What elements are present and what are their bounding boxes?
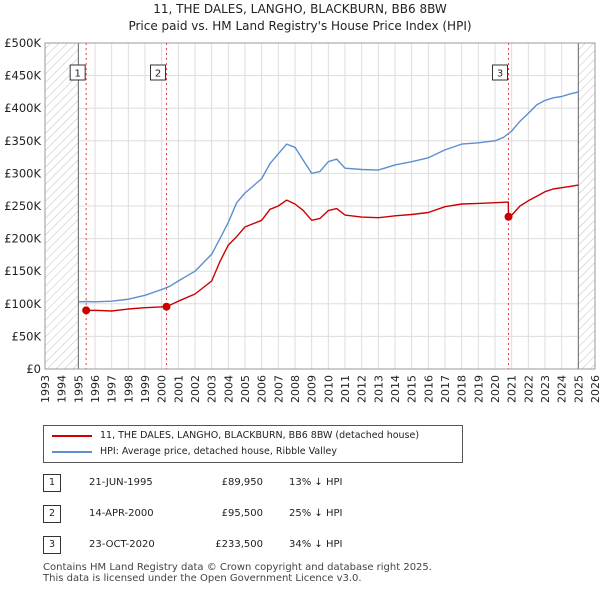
y-tick-label: £100K bbox=[4, 297, 41, 311]
transaction-marker-label: 1 bbox=[74, 69, 80, 80]
x-tick-label: 2007 bbox=[272, 375, 285, 403]
x-tick-label: 1996 bbox=[89, 375, 102, 403]
x-tick-label: 2014 bbox=[389, 375, 402, 403]
plot-frame bbox=[44, 42, 596, 370]
chart-subtitle: Price paid vs. HM Land Registry's House … bbox=[128, 19, 472, 33]
footer-license: This data is licensed under the Open Gov… bbox=[43, 573, 362, 584]
y-tick-label: £450K bbox=[4, 69, 41, 83]
x-tick-label: 2019 bbox=[472, 375, 485, 403]
x-tick-label: 1993 bbox=[39, 375, 52, 403]
transaction-marker-label: 2 bbox=[155, 69, 161, 80]
transaction-point bbox=[82, 306, 91, 315]
x-tick-label: 1995 bbox=[72, 375, 85, 403]
x-tick-label: 2008 bbox=[289, 375, 302, 403]
x-tick-label: 2020 bbox=[489, 375, 502, 403]
x-tick-label: 2010 bbox=[322, 375, 335, 403]
y-tick-label: £300K bbox=[4, 166, 41, 180]
footer-copyright: Contains HM Land Registry data © Crown c… bbox=[43, 562, 432, 573]
legend-swatch-blue bbox=[52, 450, 92, 453]
transaction-hpi-diff: 34% ↓ HPI bbox=[289, 539, 343, 550]
x-tick-label: 2013 bbox=[372, 375, 385, 403]
transaction-marker-label: 3 bbox=[497, 69, 503, 80]
hpi-series-line bbox=[78, 91, 579, 303]
legend-item-hpi: HPI: Average price, detached house, Ribb… bbox=[52, 445, 337, 459]
transaction-date: 23-OCT-2020 bbox=[89, 539, 155, 550]
chart-title: 11, THE DALES, LANGHO, BLACKBURN, BB6 8B… bbox=[153, 2, 447, 16]
x-tick-label: 2002 bbox=[189, 375, 202, 403]
x-tick-label: 1998 bbox=[122, 375, 135, 403]
x-tick-label: 2016 bbox=[422, 375, 435, 403]
transaction-hpi-diff: 25% ↓ HPI bbox=[289, 508, 343, 519]
y-tick-label: £400K bbox=[4, 101, 41, 115]
x-tick-label: 2004 bbox=[222, 375, 235, 403]
transaction-price: £95,500 bbox=[221, 508, 263, 519]
x-tick-label: 2017 bbox=[439, 375, 452, 403]
transaction-marker-box bbox=[492, 64, 508, 81]
transaction-number: 2 bbox=[43, 505, 61, 523]
x-tick-label: 2025 bbox=[572, 375, 585, 403]
x-tick-label: 2005 bbox=[239, 375, 252, 403]
x-tick-label: 2009 bbox=[306, 375, 319, 403]
x-tick-label: 2024 bbox=[556, 375, 569, 403]
y-tick-label: £350K bbox=[4, 134, 41, 148]
x-tick-label: 1997 bbox=[106, 375, 119, 403]
y-tick-label: £0 bbox=[26, 362, 41, 376]
x-tick-label: 2023 bbox=[539, 375, 552, 403]
x-tick-label: 1994 bbox=[56, 375, 69, 403]
y-tick-label: £500K bbox=[4, 36, 41, 50]
transaction-number: 3 bbox=[43, 536, 61, 554]
x-tick-label: 2018 bbox=[456, 375, 469, 403]
legend-label-price-paid: 11, THE DALES, LANGHO, BLACKBURN, BB6 8B… bbox=[100, 430, 420, 441]
x-tick-label: 2026 bbox=[589, 375, 600, 403]
transaction-price: £89,950 bbox=[221, 477, 263, 488]
y-tick-label: £150K bbox=[4, 264, 41, 278]
x-tick-label: 2000 bbox=[156, 375, 169, 403]
x-tick-label: 2015 bbox=[406, 375, 419, 403]
x-tick-label: 2001 bbox=[172, 375, 185, 403]
transaction-marker-box bbox=[69, 64, 86, 81]
price-paid-series-line bbox=[86, 184, 579, 312]
transaction-point bbox=[504, 212, 513, 221]
transaction-price: £233,500 bbox=[215, 539, 263, 550]
transaction-marker-box bbox=[150, 64, 166, 81]
legend-swatch-red bbox=[52, 434, 92, 437]
x-tick-label: 1999 bbox=[139, 375, 152, 403]
x-tick-label: 2006 bbox=[256, 375, 269, 403]
transaction-date: 21-JUN-1995 bbox=[89, 477, 153, 488]
x-tick-label: 2022 bbox=[522, 375, 535, 403]
transaction-number: 1 bbox=[43, 474, 61, 492]
price-chart: 1 2 3 £0 £50K £100K £150K £200K £250K £300K £350K… bbox=[4, 36, 600, 403]
hatched-region bbox=[45, 43, 79, 369]
y-tick-label: £50K bbox=[12, 329, 42, 343]
y-tick-label: £250K bbox=[4, 199, 41, 213]
x-tick-label: 2012 bbox=[356, 375, 369, 403]
x-tick-label: 2003 bbox=[206, 375, 219, 403]
transaction-point bbox=[162, 302, 171, 311]
legend: 11, THE DALES, LANGHO, BLACKBURN, BB6 8B… bbox=[43, 425, 463, 463]
legend-item-price-paid: 11, THE DALES, LANGHO, BLACKBURN, BB6 8B… bbox=[52, 429, 419, 443]
transaction-date: 14-APR-2000 bbox=[89, 508, 154, 519]
x-tick-label: 2021 bbox=[506, 375, 519, 403]
x-tick-label: 2011 bbox=[339, 375, 352, 403]
y-tick-label: £200K bbox=[4, 232, 41, 246]
transaction-hpi-diff: 13% ↓ HPI bbox=[289, 477, 343, 488]
hatched-region bbox=[578, 43, 595, 369]
legend-label-hpi: HPI: Average price, detached house, Ribb… bbox=[100, 446, 337, 457]
